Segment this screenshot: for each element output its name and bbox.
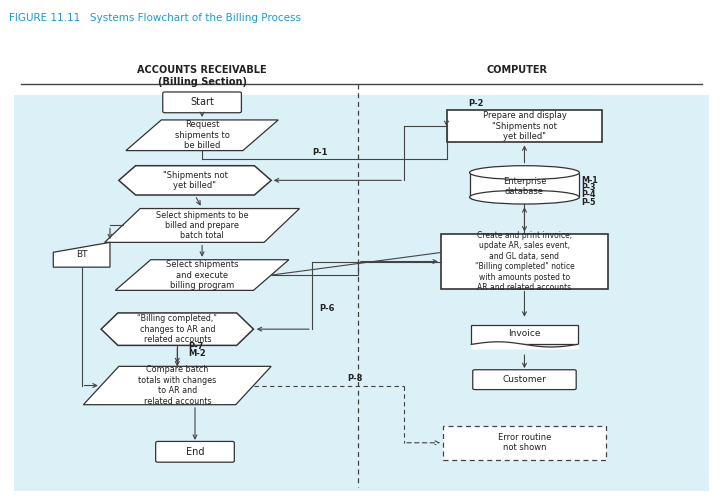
Text: Select shipments
and execute
billing program: Select shipments and execute billing pro…	[166, 260, 239, 290]
Polygon shape	[126, 120, 278, 151]
Text: "Shipments not
yet billed": "Shipments not yet billed"	[163, 171, 228, 190]
Text: P-1: P-1	[312, 148, 328, 157]
FancyBboxPatch shape	[447, 110, 602, 142]
Polygon shape	[119, 166, 271, 195]
Text: Select shipments to be
billed and prepare
batch total: Select shipments to be billed and prepar…	[156, 210, 248, 240]
Text: P-6: P-6	[319, 305, 335, 313]
Polygon shape	[101, 313, 254, 345]
Text: P-5: P-5	[581, 197, 596, 206]
Text: Create and print invoice,
update AR, sales event,
and GL data, send
"Billing com: Create and print invoice, update AR, sal…	[474, 231, 574, 292]
FancyBboxPatch shape	[471, 325, 578, 344]
FancyBboxPatch shape	[441, 234, 608, 289]
Text: P-8: P-8	[347, 374, 363, 383]
Text: M-2: M-2	[188, 349, 205, 358]
Text: P-2: P-2	[468, 99, 483, 108]
Text: Start: Start	[190, 97, 214, 107]
FancyBboxPatch shape	[473, 370, 576, 390]
Text: Compare batch
totals with changes
to AR and
related accounts: Compare batch totals with changes to AR …	[138, 365, 216, 406]
Text: Error routine
not shown: Error routine not shown	[497, 433, 551, 452]
FancyBboxPatch shape	[443, 426, 606, 460]
FancyBboxPatch shape	[14, 95, 709, 491]
Text: End: End	[186, 447, 204, 457]
Polygon shape	[105, 208, 299, 242]
Text: COMPUTER: COMPUTER	[487, 66, 548, 75]
Polygon shape	[115, 260, 289, 291]
Polygon shape	[54, 242, 110, 267]
Polygon shape	[83, 366, 271, 405]
Text: Invoice: Invoice	[508, 329, 541, 338]
Text: Request
shipments to
be billed: Request shipments to be billed	[175, 120, 229, 150]
Text: "Billing completed,"
changes to AR and
related accounts: "Billing completed," changes to AR and r…	[137, 314, 217, 344]
Text: ACCOUNTS RECEIVABLE
(Billing Section): ACCOUNTS RECEIVABLE (Billing Section)	[137, 66, 267, 87]
Text: M-1: M-1	[581, 176, 598, 185]
FancyBboxPatch shape	[155, 441, 234, 462]
Text: FIGURE 11.11   Systems Flowchart of the Billing Process: FIGURE 11.11 Systems Flowchart of the Bi…	[9, 13, 301, 23]
Text: P-7: P-7	[188, 342, 203, 351]
FancyBboxPatch shape	[469, 173, 579, 197]
Text: Prepare and display
"Shipments not
yet billed": Prepare and display "Shipments not yet b…	[482, 111, 566, 141]
Text: P-4: P-4	[581, 190, 596, 199]
Text: BT: BT	[76, 250, 87, 259]
Ellipse shape	[469, 190, 579, 204]
Text: Enterprise
database: Enterprise database	[502, 176, 546, 196]
Text: P-3: P-3	[581, 183, 596, 192]
Ellipse shape	[469, 166, 579, 179]
FancyBboxPatch shape	[163, 92, 241, 113]
Text: Customer: Customer	[502, 375, 547, 384]
